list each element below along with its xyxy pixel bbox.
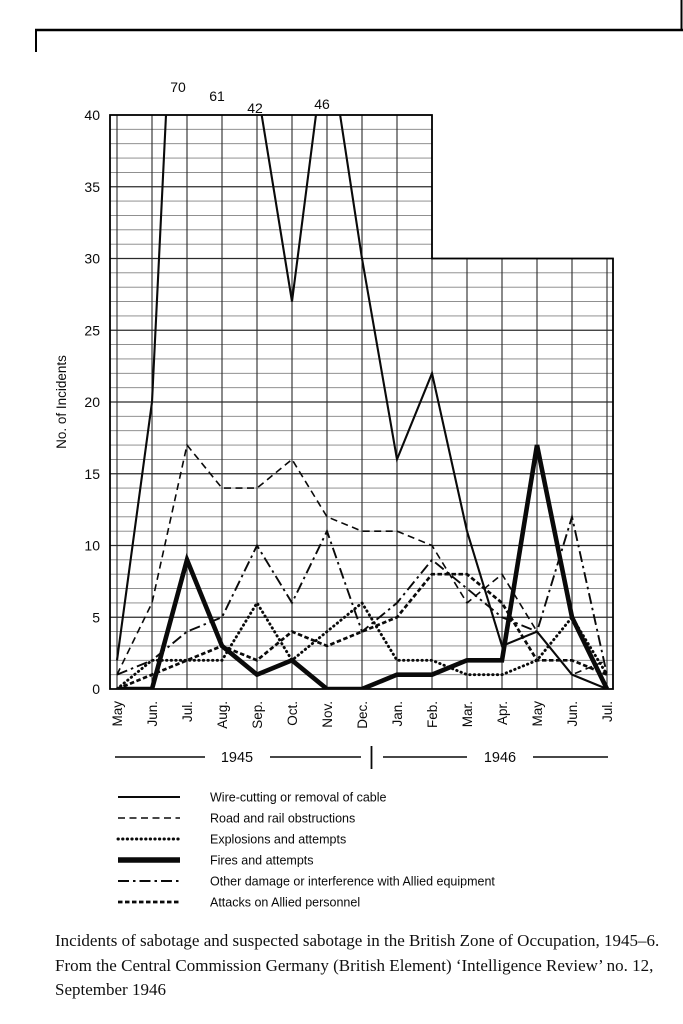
y-tick-label: 10 xyxy=(84,538,100,554)
x-tick-label: Apr. xyxy=(495,701,510,725)
legend-item: Attacks on Allied personnel xyxy=(118,896,360,910)
x-tick-label: Jun. xyxy=(145,701,160,727)
x-tick-label: Dec. xyxy=(355,701,370,729)
peak-labels: 70 61 42 46 xyxy=(170,79,330,116)
y-tick-label: 40 xyxy=(84,107,100,123)
series-line-other-damage-or-interference-with-allied-equipment xyxy=(116,513,608,676)
legend-item: Wire-cutting or removal of cable xyxy=(118,791,387,805)
series-line-wire-cutting-or-removal-of-cable xyxy=(115,115,608,689)
y-tick-label: 5 xyxy=(92,609,100,625)
x-tick-label: Oct. xyxy=(285,701,300,726)
year-brackets: 1945 1946 xyxy=(115,746,608,769)
legend-item-label: Other damage or interference with Allied… xyxy=(210,875,495,889)
plot-border xyxy=(109,114,614,690)
x-tick-label: Jun. xyxy=(565,701,580,727)
x-tick-label: May xyxy=(110,701,125,727)
year-bracket-label: 1946 xyxy=(484,750,516,766)
y-tick-label: 15 xyxy=(84,466,100,482)
peak-value-label: 61 xyxy=(209,88,225,104)
y-axis: 0 5 10 15 20 25 30 35 40 No. of Incidents xyxy=(54,107,100,697)
legend-item: Explosions and attempts xyxy=(116,833,346,847)
legend-item: Fires and attempts xyxy=(118,854,314,868)
y-tick-label: 20 xyxy=(84,394,100,410)
legend-item-label: Attacks on Allied personnel xyxy=(210,896,360,910)
year-bracket-label: 1945 xyxy=(221,750,253,766)
chart-legend: Wire-cutting or removal of cable Road and… xyxy=(116,791,495,910)
series-line-attacks-on-allied-personnel xyxy=(116,572,608,689)
x-tick-label: Nov. xyxy=(320,701,335,728)
figure-caption: Incidents of sabotage and suspected sabo… xyxy=(55,931,660,1000)
x-tick-label: Feb. xyxy=(425,701,440,728)
peak-value-label: 42 xyxy=(247,100,263,116)
x-tick-label: Aug. xyxy=(215,701,230,729)
peak-value-label: 46 xyxy=(314,96,330,112)
y-tick-label: 35 xyxy=(84,179,100,195)
series-lines xyxy=(115,115,610,689)
peak-value-label: 70 xyxy=(170,79,186,95)
x-tick-label: Jan. xyxy=(390,701,405,727)
x-tick-label: Jul. xyxy=(180,701,195,722)
legend-item-label: Road and rail obstructions xyxy=(210,812,355,826)
legend-item-label: Wire-cutting or removal of cable xyxy=(210,791,387,805)
y-tick-label: 30 xyxy=(84,251,100,267)
page-frame xyxy=(35,0,683,52)
y-tick-label: 25 xyxy=(84,322,100,338)
series-line-explosions-and-attempts xyxy=(115,600,609,689)
x-tick-label: Jul. xyxy=(600,701,615,722)
x-axis: May Jun. Jul. Aug. Sep. Oct. Nov. Dec. Jan. Feb. M… xyxy=(110,701,615,729)
legend-item-label: Explosions and attempts xyxy=(210,833,346,847)
series-line-fires-and-attempts xyxy=(117,444,610,689)
legend-item: Road and rail obstructions xyxy=(118,812,355,826)
legend-item: Other damage or interference with Allied… xyxy=(118,875,495,889)
x-tick-label: Sep. xyxy=(250,701,265,729)
legend-item-label: Fires and attempts xyxy=(210,854,314,868)
y-axis-title: No. of Incidents xyxy=(54,355,69,449)
x-tick-label: May xyxy=(530,701,545,727)
grid xyxy=(109,114,614,690)
y-tick-label: 0 xyxy=(92,681,100,697)
x-tick-label: Mar. xyxy=(460,701,475,727)
